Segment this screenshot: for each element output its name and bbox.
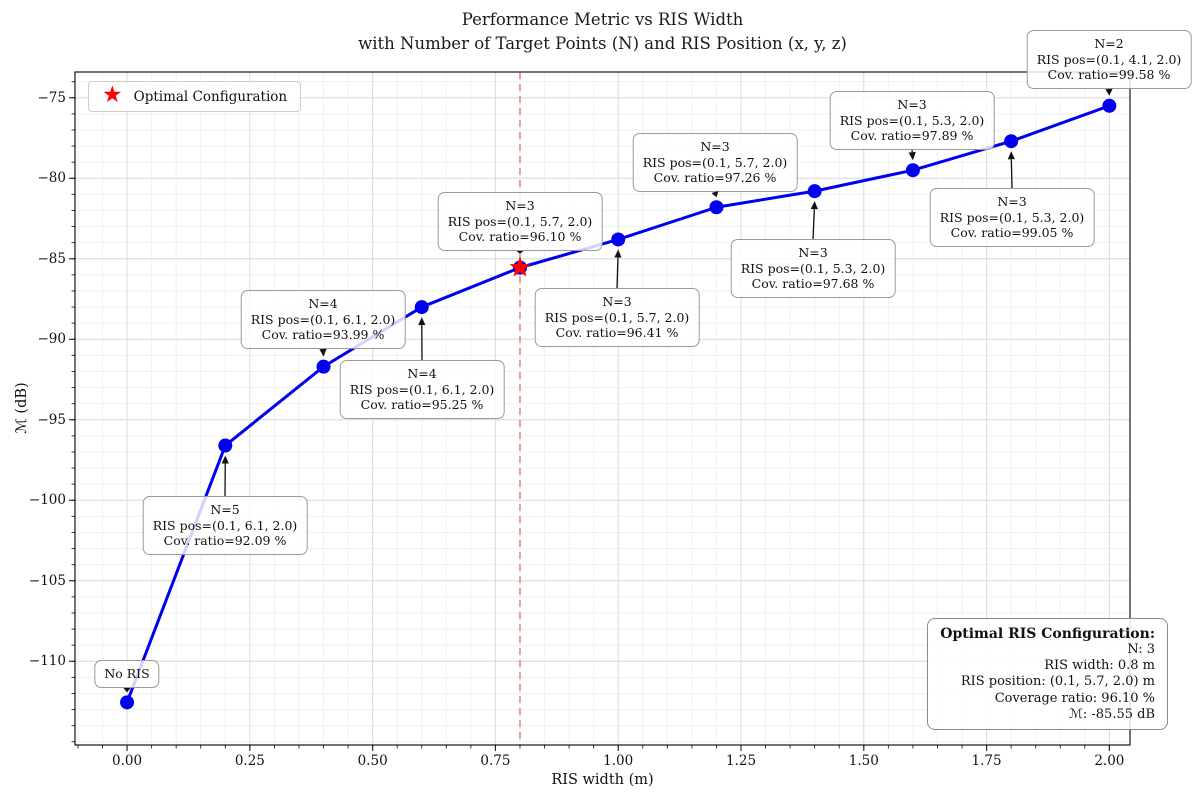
annotation-line: N=4 <box>407 366 437 381</box>
chart-title-line1: Performance Metric vs RIS Width <box>461 10 744 29</box>
x-tick-label: 0.00 <box>112 753 143 769</box>
y-tick-label: −105 <box>28 572 66 589</box>
data-point <box>807 184 822 199</box>
legend-label: Optimal Configuration <box>133 88 288 105</box>
info-line: RIS width: 0.8 m <box>1044 658 1155 674</box>
y-tick-label: −75 <box>37 89 67 106</box>
annotation-line: N=3 <box>997 194 1027 209</box>
annotation-line: RIS pos=(0.1, 5.3, 2.0) <box>939 209 1085 225</box>
info-line: Coverage ratio: 96.10 % <box>994 690 1155 706</box>
annotation-line: Cov. ratio=99.58 % <box>1047 67 1171 82</box>
x-axis-label: RIS width (m) <box>551 772 654 788</box>
chart-title-line2: with Number of Target Points (N) and RIS… <box>358 34 847 53</box>
annotation-box: N=4 RIS pos=(0.1, 6.1, 2.0) Cov. ratio=93.… <box>240 290 406 349</box>
annotation-line: RIS pos=(0.1, 5.3, 2.0) <box>839 112 985 128</box>
annotation-line: RIS pos=(0.1, 6.1, 2.0) <box>152 517 298 533</box>
annotation-line: N=3 <box>798 245 828 260</box>
info-line: RIS position: (0.1, 5.7, 2.0) m <box>960 674 1155 690</box>
x-tick-label: 2.00 <box>1094 753 1125 769</box>
data-point <box>1004 134 1019 149</box>
annotation-line: RIS pos=(0.1, 4.1, 2.0) <box>1036 51 1182 67</box>
annotation-box: N=3 RIS pos=(0.1, 5.3, 2.0) Cov. ratio=97.… <box>829 91 995 150</box>
x-tick-label: 1.25 <box>725 753 757 769</box>
annotation-box: N=4 RIS pos=(0.1, 6.1, 2.0) Cov. ratio=95.… <box>339 360 505 419</box>
annotation-line: RIS pos=(0.1, 5.3, 2.0) <box>740 260 886 276</box>
annotation-line: RIS pos=(0.1, 6.1, 2.0) <box>250 311 396 327</box>
y-tick-label: −85 <box>37 250 67 267</box>
y-tick-label: −100 <box>28 492 66 509</box>
star-icon: ★ <box>102 81 123 108</box>
annotation-box: N=5 RIS pos=(0.1, 6.1, 2.0) Cov. ratio=92.… <box>142 496 308 555</box>
annotation-line: Cov. ratio=96.10 % <box>458 229 582 244</box>
data-point <box>611 232 626 247</box>
x-tick-label: 0.50 <box>357 753 388 769</box>
annotation-line: RIS pos=(0.1, 5.7, 2.0) <box>642 154 788 170</box>
annotation-box: N=3 RIS pos=(0.1, 5.3, 2.0) Cov. ratio=97.… <box>730 239 896 298</box>
optimal-star-marker <box>509 256 531 277</box>
annotation-line: Cov. ratio=97.89 % <box>850 128 974 143</box>
annotation-box: N=3 RIS pos=(0.1, 5.3, 2.0) Cov. ratio=99.… <box>929 188 1095 247</box>
optimal-config-title: Optimal RIS Configuration: <box>940 625 1155 642</box>
y-axis-label: ℳ (dB) <box>14 382 30 434</box>
annotation-line: Cov. ratio=97.68 % <box>751 276 875 291</box>
annotation-line: Cov. ratio=95.25 % <box>360 397 484 412</box>
annotation-line: Cov. ratio=99.05 % <box>950 225 1074 240</box>
legend: ★ Optimal Configuration <box>88 81 302 112</box>
x-tick-label: 1.50 <box>848 753 879 769</box>
annotation-line: Cov. ratio=97.26 % <box>653 170 777 185</box>
x-tick-label: 1.00 <box>603 753 634 769</box>
data-point <box>316 359 331 374</box>
annotation-box: N=2 RIS pos=(0.1, 4.1, 2.0) Cov. ratio=99.… <box>1026 30 1192 89</box>
annotation-line: N=3 <box>700 139 730 154</box>
x-tick-label: 0.75 <box>480 753 511 769</box>
info-line: N: 3 <box>1127 641 1155 657</box>
y-tick-label: −90 <box>37 331 67 348</box>
annotation-box: No RIS <box>94 660 160 688</box>
y-tick-label: −80 <box>37 170 67 187</box>
data-point <box>218 438 233 453</box>
annotation-line: RIS pos=(0.1, 5.7, 2.0) <box>447 213 593 229</box>
y-tick-label: −110 <box>28 653 66 670</box>
annotation-line: N=2 <box>1094 36 1124 51</box>
info-line: ℳ: -85.55 dB <box>1068 706 1155 722</box>
annotation-line: N=3 <box>602 294 632 309</box>
annotation-box: N=3 RIS pos=(0.1, 5.7, 2.0) Cov. ratio=96.… <box>437 192 603 251</box>
optimal-config-lines: N: 3 RIS width: 0.8 m RIS position: (0.1, … <box>940 642 1155 723</box>
chart-title: Performance Metric vs RIS Width with Num… <box>75 8 1130 56</box>
annotation-line: RIS pos=(0.1, 5.7, 2.0) <box>544 309 690 325</box>
y-tick-label: −95 <box>37 411 67 428</box>
data-point <box>905 163 920 178</box>
annotation-box: N=3 RIS pos=(0.1, 5.7, 2.0) Cov. ratio=97.… <box>632 133 798 192</box>
annotation-line: N=5 <box>210 502 240 517</box>
x-tick-label: 0.25 <box>234 753 265 769</box>
annotation-line: N=4 <box>308 296 338 311</box>
annotation-line: N=3 <box>505 198 535 213</box>
annotation-line: Cov. ratio=96.41 % <box>555 325 679 340</box>
optimal-config-box: Optimal RIS Configuration: N: 3 RIS width… <box>927 617 1168 730</box>
annotation-line: No RIS <box>104 666 150 681</box>
annotation-line: Cov. ratio=92.09 % <box>163 533 287 548</box>
annotation-line: Cov. ratio=93.99 % <box>261 327 385 342</box>
annotation-line: N=3 <box>897 97 927 112</box>
x-tick-label: 1.75 <box>971 753 1002 769</box>
data-point <box>709 200 724 215</box>
annotation-box: N=3 RIS pos=(0.1, 5.7, 2.0) Cov. ratio=96.… <box>534 288 700 347</box>
annotation-line: RIS pos=(0.1, 6.1, 2.0) <box>349 381 495 397</box>
data-point <box>120 695 135 710</box>
data-point <box>414 300 429 315</box>
data-point <box>1102 98 1117 113</box>
